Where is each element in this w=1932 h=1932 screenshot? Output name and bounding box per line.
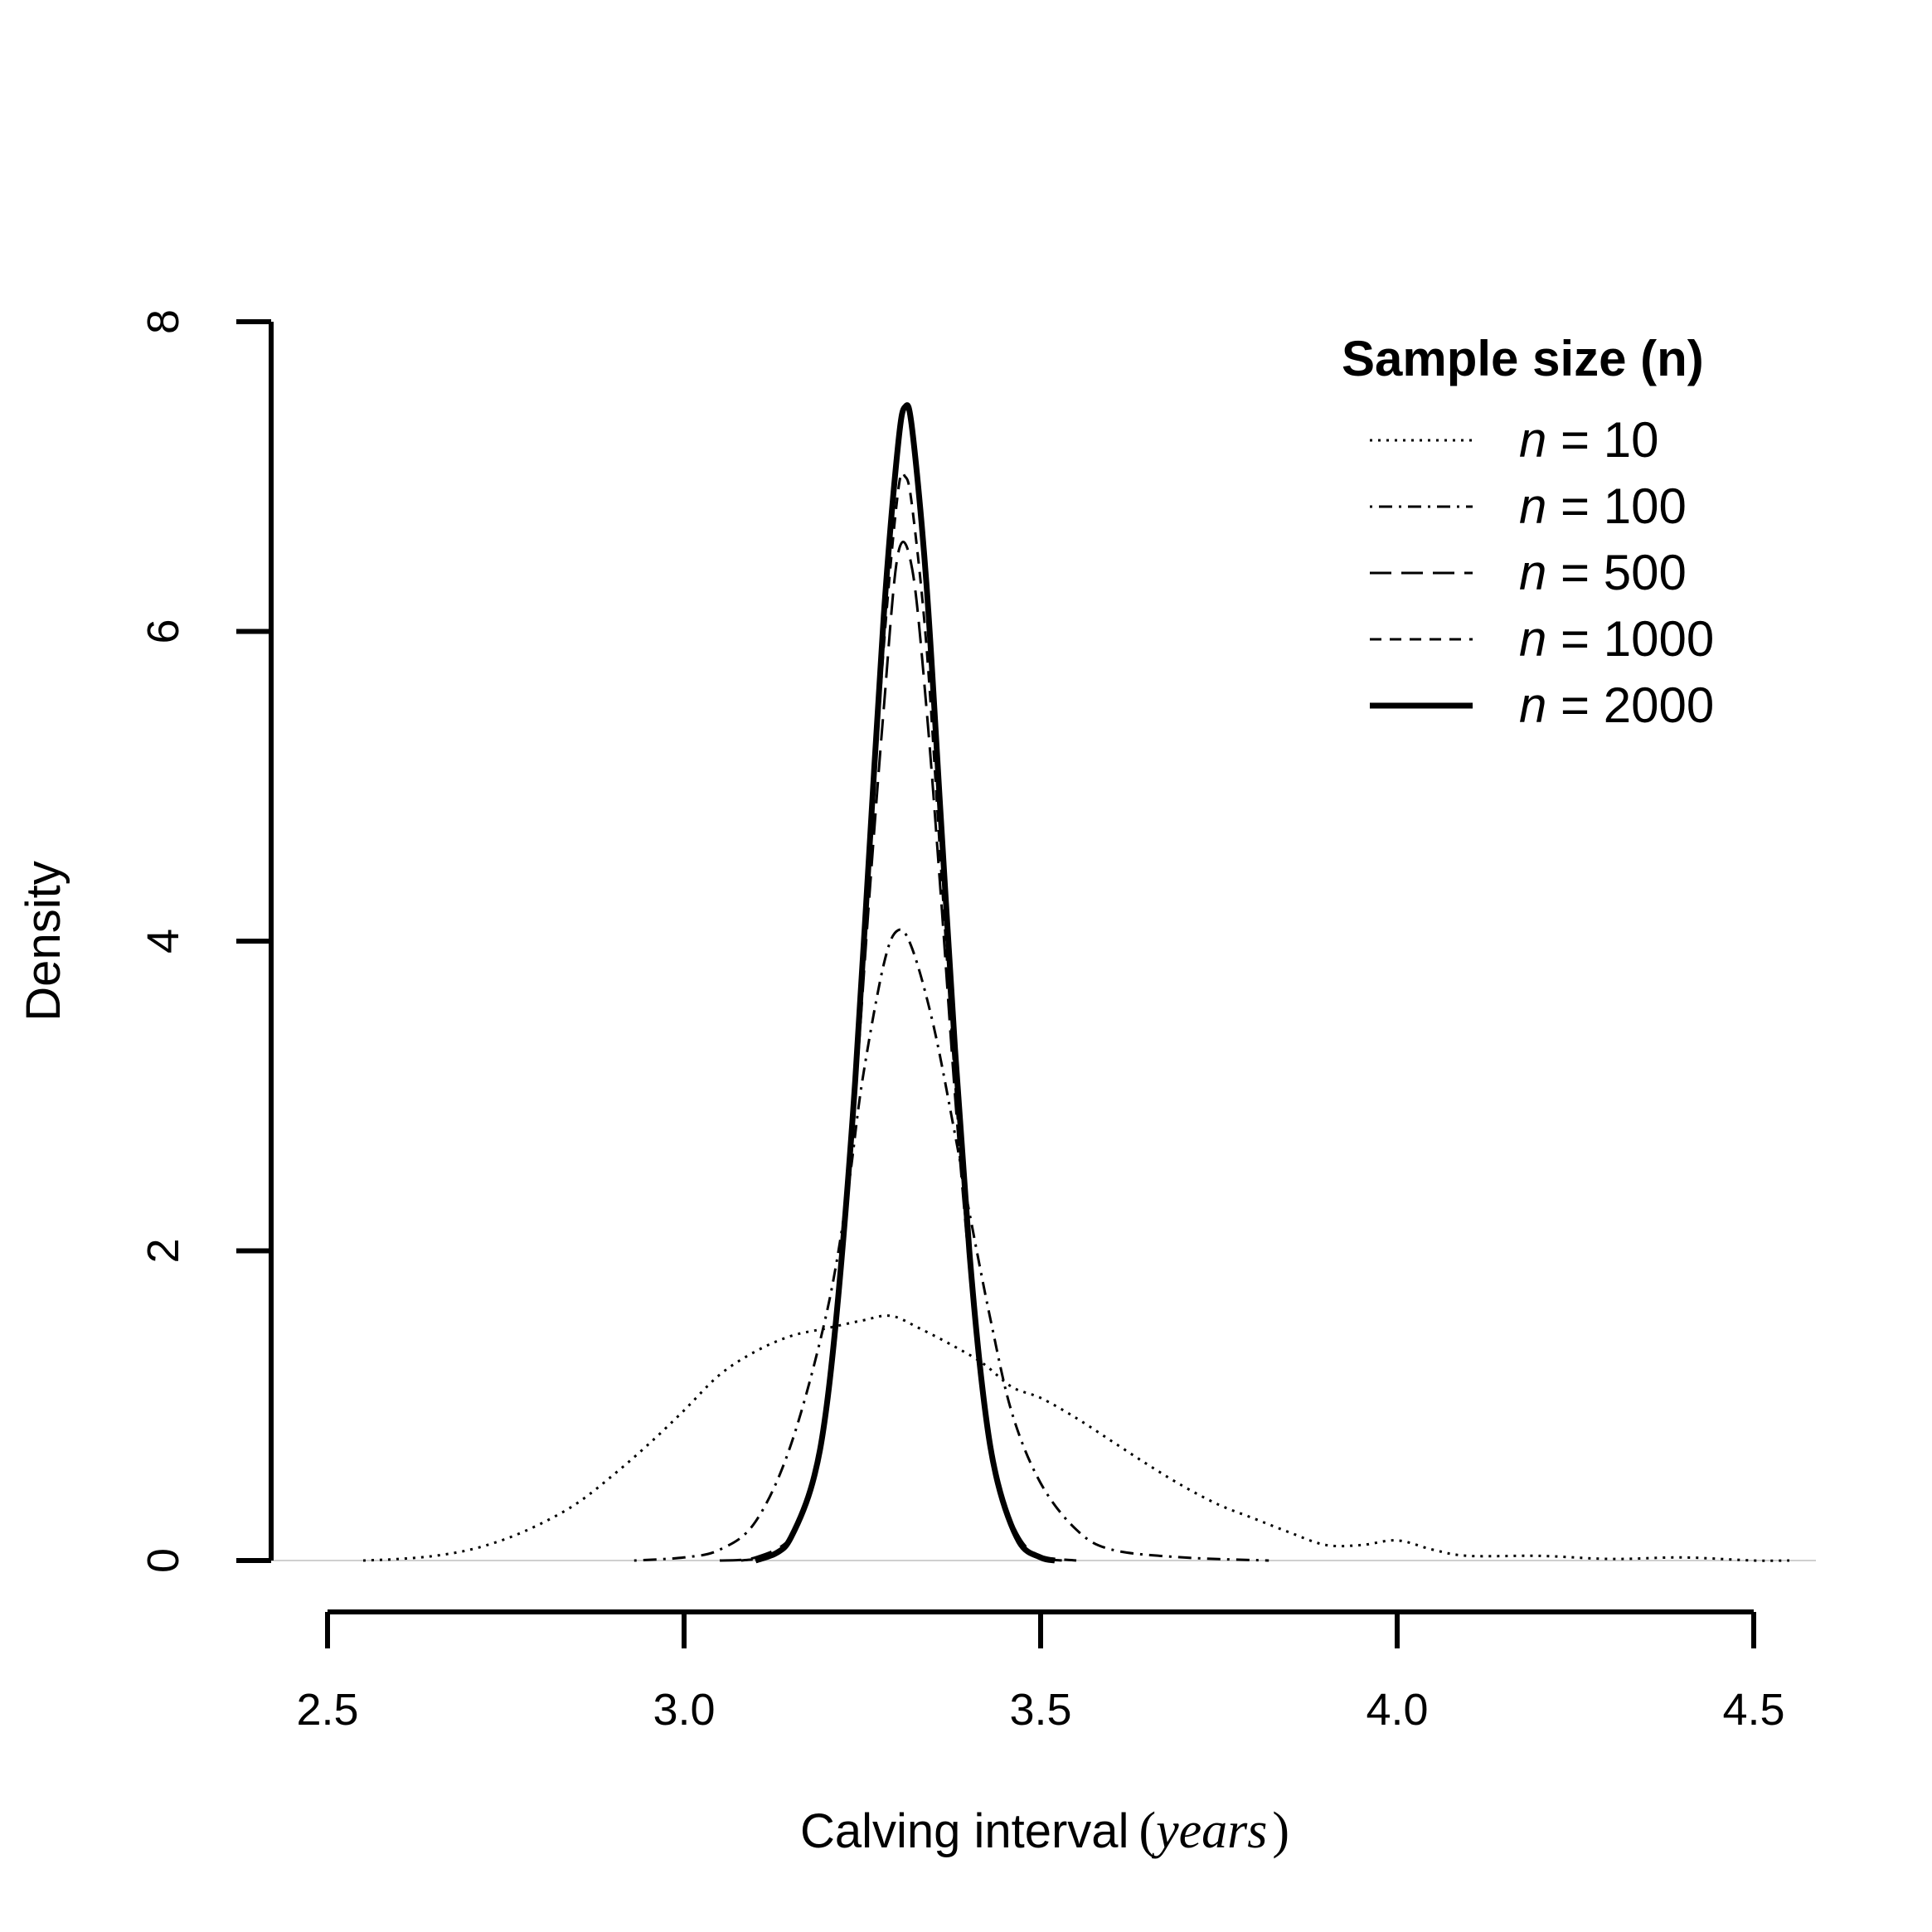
density-curve-n-1000 bbox=[740, 471, 1063, 1562]
x-axis: 2.5 3.0 3.5 4.0 4.5 bbox=[296, 1609, 1785, 1735]
x-axis-title-open-paren: ( bbox=[1138, 1803, 1156, 1859]
legend-label-n-symbol: n bbox=[1519, 677, 1546, 733]
y-tick-label: 2 bbox=[138, 1238, 188, 1263]
y-tick-label: 6 bbox=[138, 619, 188, 643]
density-curves bbox=[362, 402, 1790, 1564]
y-axis: 0 2 4 6 8 bbox=[138, 309, 274, 1573]
legend-label-n-symbol: n bbox=[1519, 611, 1546, 667]
x-ticks: 2.5 3.0 3.5 4.0 4.5 bbox=[296, 1612, 1785, 1735]
density-curve-n-10 bbox=[362, 1314, 1790, 1562]
legend-title: Sample size (n) bbox=[1342, 331, 1704, 386]
y-tick-label: 4 bbox=[138, 929, 188, 954]
y-ticks: 0 2 4 6 8 bbox=[138, 309, 271, 1573]
y-tick-label: 8 bbox=[138, 309, 188, 334]
legend-label-n-symbol: n bbox=[1519, 412, 1546, 468]
legend-label-n-500: n = 500 bbox=[1519, 545, 1687, 600]
x-axis-title-text: Calving interval bbox=[800, 1804, 1129, 1858]
x-tick-label: 3.5 bbox=[1009, 1685, 1071, 1735]
legend-label-n-100: n = 100 bbox=[1519, 478, 1687, 534]
y-axis-title: Density bbox=[17, 861, 70, 1021]
x-tick-label: 3.0 bbox=[653, 1685, 715, 1735]
legend-label-value: = 100 bbox=[1546, 478, 1687, 534]
legend-label-n-2000: n = 2000 bbox=[1519, 677, 1714, 733]
x-axis-title-close-paren: ) bbox=[1272, 1803, 1289, 1859]
legend-label-n-symbol: n bbox=[1519, 545, 1546, 600]
legend-label-n-symbol: n bbox=[1519, 478, 1546, 534]
legend-label-value: = 1000 bbox=[1546, 611, 1714, 667]
x-axis-title: Calving interval (years) bbox=[800, 1803, 1289, 1859]
legend-label-n-10: n = 10 bbox=[1519, 412, 1659, 468]
x-tick-label: 4.5 bbox=[1722, 1685, 1784, 1735]
legend-label-value: = 2000 bbox=[1546, 677, 1714, 733]
x-axis-title-unit: years bbox=[1151, 1803, 1267, 1859]
x-tick-label: 2.5 bbox=[296, 1685, 358, 1735]
density-curve-n-2000 bbox=[754, 402, 1056, 1564]
x-tick-label: 4.0 bbox=[1366, 1685, 1428, 1735]
density-curve-n-500 bbox=[719, 541, 1077, 1562]
y-tick-label: 0 bbox=[138, 1548, 188, 1573]
legend-label-n-1000: n = 1000 bbox=[1519, 611, 1714, 667]
legend-label-value: = 10 bbox=[1546, 412, 1658, 468]
legend-label-value: = 500 bbox=[1546, 545, 1687, 600]
density-curve-n-100 bbox=[633, 928, 1269, 1562]
